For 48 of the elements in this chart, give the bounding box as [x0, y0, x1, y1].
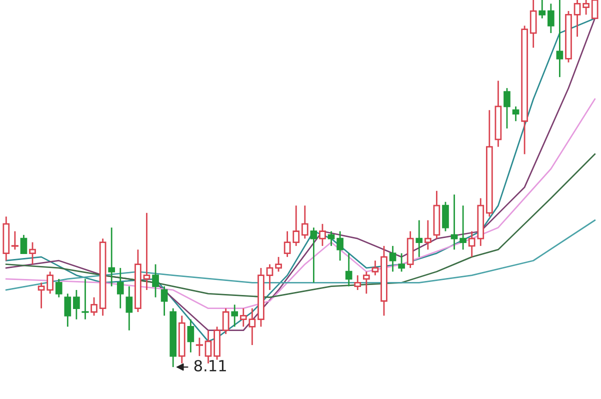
candlestick [187, 318, 194, 354]
candlestick [301, 204, 308, 240]
candlestick [574, 0, 581, 38]
candlestick [582, 0, 590, 16]
candlestick [46, 270, 54, 294]
candlestick [99, 238, 106, 316]
candlestick [424, 220, 432, 250]
candlestick [486, 109, 493, 218]
candlestick [530, 0, 537, 48]
candlestick [248, 308, 256, 346]
candlestick [556, 0, 564, 78]
candlestick [126, 286, 133, 332]
candlestick [152, 264, 159, 298]
candlestick [433, 190, 440, 240]
candlestick [292, 204, 300, 247]
candlestick [548, 2, 554, 34]
candlestick [345, 252, 352, 288]
annotation: 8.11 [194, 360, 226, 372]
candlestick [284, 230, 291, 258]
candlestick [160, 286, 168, 316]
candlestick [521, 25, 528, 155]
candlestick [266, 264, 274, 291]
candlestick [389, 245, 396, 272]
candlestick [73, 289, 80, 320]
candlestick [222, 308, 230, 335]
candlestick [450, 194, 458, 250]
candlestick [416, 220, 423, 258]
candlestick [231, 304, 238, 328]
candlestick [406, 230, 414, 269]
candlestick [380, 245, 388, 316]
candlestick [143, 212, 150, 291]
candlestick [178, 314, 186, 364]
candlestick [82, 278, 89, 320]
candlestick [170, 308, 177, 368]
candlestick [372, 260, 379, 276]
candlestick [55, 278, 62, 298]
candlestick [240, 308, 247, 328]
candlestick [310, 226, 318, 284]
candlestick [116, 267, 124, 310]
candlestick [354, 274, 362, 291]
candlestick [38, 282, 45, 310]
candlestick [538, 0, 546, 20]
candlestick [2, 216, 10, 262]
candlestick [362, 270, 370, 294]
candlestick [494, 80, 502, 148]
candlestick [108, 226, 116, 288]
candlestick [512, 106, 520, 122]
candlestick [64, 292, 72, 328]
